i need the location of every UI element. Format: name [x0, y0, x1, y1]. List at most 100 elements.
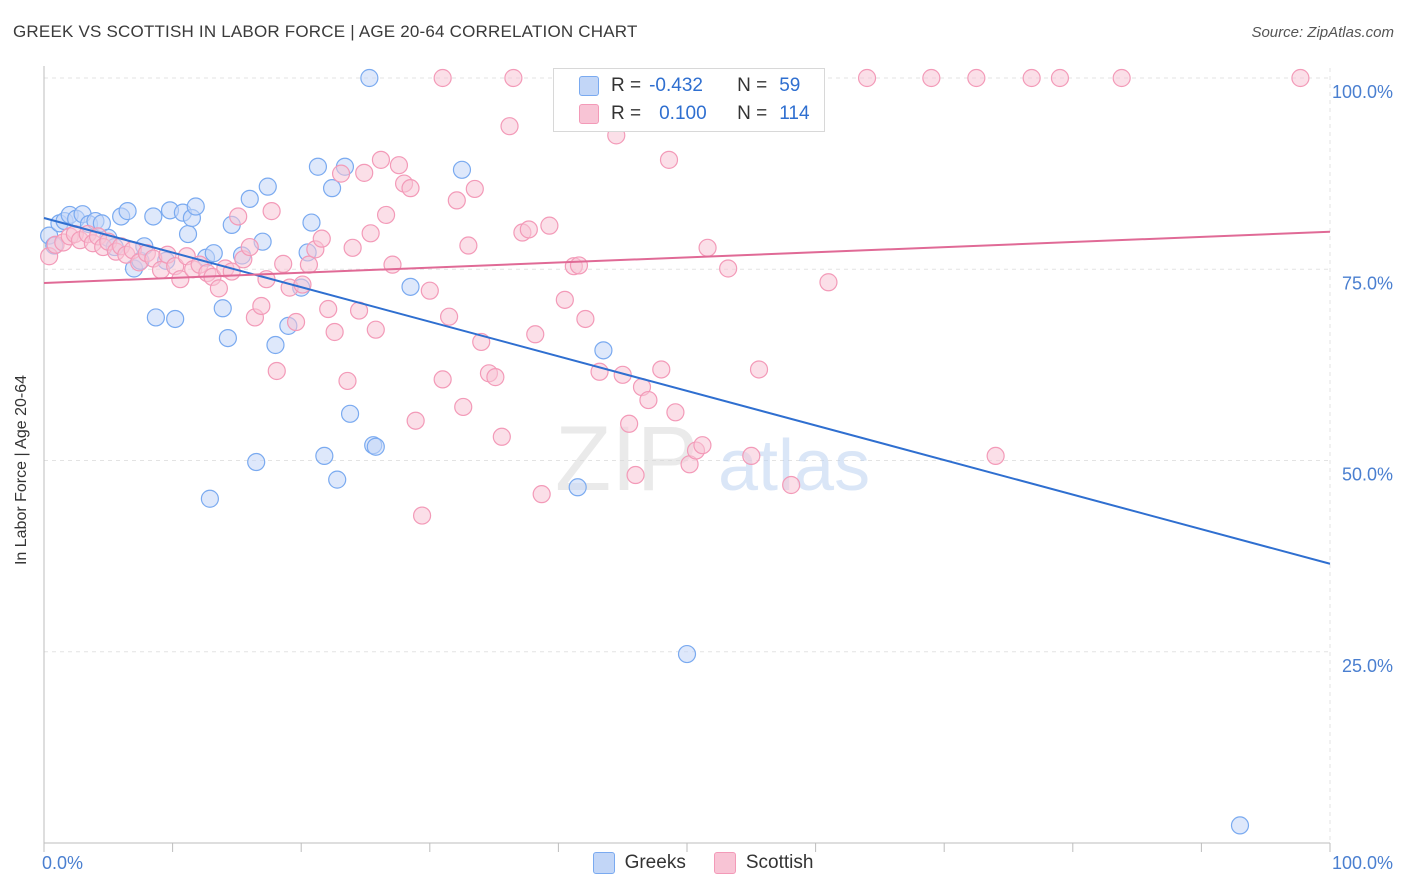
scottish-point	[420, 281, 439, 300]
r-value: 0.100	[659, 103, 707, 124]
scottish-point	[433, 370, 452, 389]
scottish-point	[613, 365, 632, 384]
scottish-point	[171, 270, 190, 289]
scottish-point	[325, 322, 344, 342]
scottish-point	[355, 163, 374, 182]
scottish-point	[504, 68, 523, 88]
watermark: ZIP atlas	[555, 408, 870, 510]
greeks-point	[178, 224, 198, 244]
scottish-point	[401, 179, 420, 198]
scottish-point	[406, 411, 425, 430]
n-value: 114	[779, 103, 810, 124]
greeks-point	[146, 308, 165, 327]
scottish-point	[1112, 68, 1131, 88]
scottish-point	[555, 290, 574, 309]
legend-item-scottish[interactable]: Scottish	[713, 852, 813, 874]
scottish-point	[519, 220, 538, 239]
legend-row-scottish: R = 0.100 N = 114	[554, 99, 810, 129]
scottish-point	[465, 179, 484, 199]
scottish-point	[719, 259, 738, 278]
scottish-point	[389, 156, 409, 175]
trend-lines	[43, 217, 1331, 565]
greeks-point	[302, 213, 321, 232]
scottish-point	[366, 320, 385, 339]
greeks-point	[340, 404, 360, 423]
y-tick-label: 25.0%	[1342, 656, 1393, 676]
greeks-point	[258, 177, 277, 196]
scottish-point	[693, 436, 712, 455]
greeks-point	[677, 644, 697, 664]
x-tick-label: 100.0%	[1332, 853, 1393, 873]
scottish-point	[383, 255, 402, 274]
scottish-point	[371, 150, 391, 169]
r-value: -0.432	[649, 75, 703, 96]
scottish-point	[986, 446, 1005, 466]
scottish-point	[229, 207, 248, 226]
scottish-point	[540, 216, 559, 235]
greeks-point	[166, 309, 185, 329]
y-tick-label: 75.0%	[1342, 273, 1393, 293]
scottish-swatch	[579, 104, 599, 124]
greeks-legend-swatch	[592, 852, 615, 874]
scottish-point	[819, 273, 838, 292]
greeks-point	[144, 207, 163, 226]
scottish-point	[659, 150, 679, 169]
r-label: R =	[611, 75, 642, 96]
scottish-point	[1050, 68, 1070, 88]
scottish-point	[331, 164, 351, 183]
greeks-trend-line	[43, 217, 1331, 565]
greeks-point	[247, 452, 266, 472]
scottish-legend-swatch	[713, 852, 736, 874]
scottish-point	[639, 390, 658, 410]
scottish-point	[454, 397, 473, 417]
greeks-point	[401, 277, 420, 296]
greeks-point	[204, 244, 223, 263]
legend-item-greeks[interactable]: Greeks	[592, 852, 686, 874]
chart-source: Source: ZipAtlas.com	[1251, 24, 1394, 41]
greeks-point	[328, 470, 347, 489]
greeks-point	[186, 197, 205, 216]
scottish-point	[576, 309, 595, 329]
scottish-point	[652, 360, 671, 379]
greeks-point	[594, 341, 613, 360]
scottish-point	[922, 68, 941, 88]
scottish-point	[492, 427, 511, 446]
scottish-point	[262, 202, 281, 221]
stats-legend: R = -0.432 N = 59 R = 0.100 N = 114	[553, 68, 825, 132]
series-legend: Greeks Scottish	[0, 852, 1406, 874]
scottish-point	[486, 368, 505, 387]
scottish-point	[1291, 68, 1310, 88]
legend-row-greeks: R = -0.432 N = 59	[554, 71, 800, 101]
scottish-point	[343, 238, 362, 257]
scottish-point	[1022, 68, 1041, 88]
scottish-point	[433, 68, 452, 88]
scottish-point	[312, 229, 331, 248]
x-tick-label: 0.0%	[42, 853, 83, 873]
scottish-point	[447, 191, 466, 210]
scottish-point	[252, 296, 271, 316]
axes	[43, 66, 1331, 852]
scottish-point	[319, 299, 338, 319]
greeks-point	[315, 446, 334, 466]
n-label: N =	[737, 75, 768, 96]
scottish-point	[620, 414, 639, 433]
scottish-point	[666, 403, 685, 422]
scottish-point	[967, 68, 986, 88]
greeks-point	[568, 478, 587, 497]
scottish-point	[361, 224, 380, 243]
n-value: 59	[779, 75, 801, 96]
greeks-point	[266, 335, 285, 355]
y-tick-label: 100.0%	[1332, 82, 1393, 102]
greeks-swatch	[579, 76, 599, 96]
greeks-point	[308, 157, 328, 176]
scottish-point	[698, 238, 717, 257]
greeks-point	[218, 329, 237, 348]
scottish-point	[749, 360, 769, 379]
scottish-trend-line	[43, 230, 1331, 285]
scottish-point	[782, 475, 801, 495]
scottish-point	[293, 275, 312, 294]
scottish-point	[338, 371, 357, 391]
n-label: N =	[737, 103, 768, 124]
greeks-point	[452, 160, 472, 179]
